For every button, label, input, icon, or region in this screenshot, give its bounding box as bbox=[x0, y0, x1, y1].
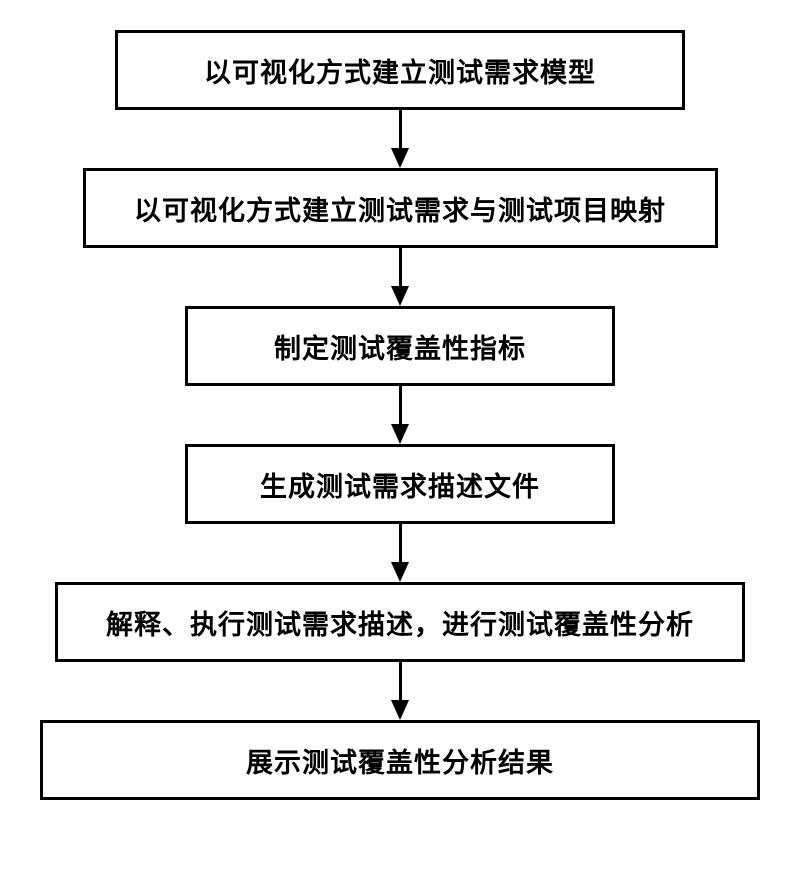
arrow-head-icon bbox=[391, 148, 409, 168]
flow-arrow bbox=[391, 662, 409, 720]
flow-step-2: 以可视化方式建立测试需求与测试项目映射 bbox=[83, 168, 718, 248]
arrow-line bbox=[399, 386, 402, 424]
flow-step-6: 展示测试覆盖性分析结果 bbox=[40, 720, 760, 800]
flow-arrow bbox=[391, 248, 409, 306]
arrow-line bbox=[399, 662, 402, 700]
flow-step-4: 生成测试需求描述文件 bbox=[185, 444, 615, 524]
flow-step-label: 解释、执行测试需求描述，进行测试覆盖性分析 bbox=[106, 603, 694, 642]
flow-step-label: 以可视化方式建立测试需求模型 bbox=[204, 51, 596, 90]
arrow-line bbox=[399, 248, 402, 286]
flow-step-label: 生成测试需求描述文件 bbox=[260, 465, 540, 504]
arrow-head-icon bbox=[391, 286, 409, 306]
arrow-line bbox=[399, 524, 402, 562]
flow-step-5: 解释、执行测试需求描述，进行测试覆盖性分析 bbox=[55, 582, 745, 662]
arrow-head-icon bbox=[391, 424, 409, 444]
flowchart-container: 以可视化方式建立测试需求模型以可视化方式建立测试需求与测试项目映射制定测试覆盖性… bbox=[40, 30, 760, 800]
flow-step-1: 以可视化方式建立测试需求模型 bbox=[115, 30, 685, 110]
flow-step-label: 以可视化方式建立测试需求与测试项目映射 bbox=[134, 189, 666, 228]
flow-step-3: 制定测试覆盖性指标 bbox=[185, 306, 615, 386]
flow-step-label: 制定测试覆盖性指标 bbox=[274, 327, 526, 366]
arrow-head-icon bbox=[391, 700, 409, 720]
arrow-head-icon bbox=[391, 562, 409, 582]
arrow-line bbox=[399, 110, 402, 148]
flow-arrow bbox=[391, 110, 409, 168]
flow-step-label: 展示测试覆盖性分析结果 bbox=[246, 741, 554, 780]
flow-arrow bbox=[391, 524, 409, 582]
flow-arrow bbox=[391, 386, 409, 444]
